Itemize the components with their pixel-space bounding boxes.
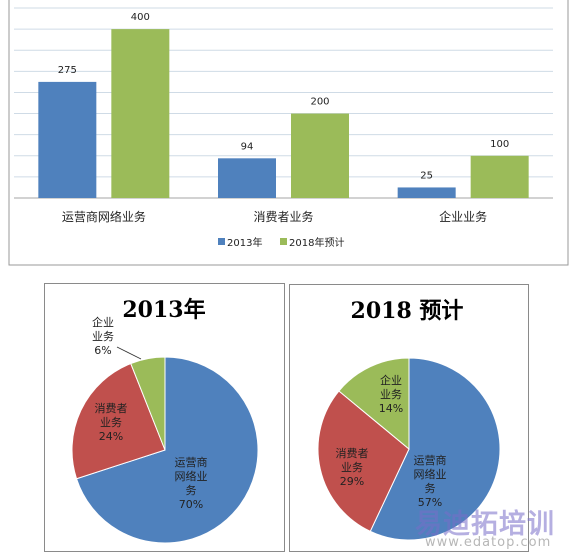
pie-slice-label: 6%	[94, 344, 111, 357]
category-label: 企业业务	[439, 209, 487, 224]
bar-category-labels: 运营商网络业务 消费者业务 企业业务	[62, 209, 487, 224]
bar	[291, 113, 349, 198]
label-leader	[116, 346, 142, 360]
pie-slice-label: 务	[186, 484, 197, 497]
category-label: 消费者业务	[253, 209, 313, 224]
bar-marks	[38, 29, 529, 198]
pie-slice-label: 运营商	[175, 455, 208, 469]
bar-grid	[14, 7, 553, 199]
bar	[218, 158, 276, 198]
bar-data-label: 100	[490, 139, 509, 150]
legend-label: 2018年预计	[289, 236, 344, 249]
pie-slice-label: 业务	[92, 330, 114, 343]
legend-swatch	[280, 238, 287, 245]
pie-2013-title: 2013年	[122, 297, 205, 323]
pie-2013-slices	[71, 356, 259, 544]
watermark: 易迪拓培训 www.edatop.com	[415, 502, 571, 554]
bar	[111, 29, 170, 198]
pie-slice-label: 70%	[179, 498, 203, 511]
pie-slice	[338, 357, 410, 451]
pie-2018-slices	[317, 357, 501, 541]
legend-label: 2013年	[227, 236, 262, 249]
watermark-url: www.edatop.com	[425, 535, 552, 550]
bar-data-label: 94	[241, 141, 254, 152]
pie-slice-label: 57%	[418, 496, 442, 509]
pie-slice-label: 务	[425, 482, 436, 495]
bar-data-label: 25	[420, 170, 433, 181]
bar-data-labels: 275 400 94 200 25 100	[58, 12, 509, 181]
pie-slice-label: 企业	[92, 315, 114, 329]
bar-data-label: 200	[310, 97, 329, 108]
bar-data-label: 400	[131, 12, 150, 23]
pie-slice-label: 业务	[100, 416, 122, 429]
pie-2018-title: 2018 预计	[351, 298, 464, 324]
pie-slice-label: 14%	[379, 402, 403, 415]
pie-slice	[75, 356, 259, 544]
bar-legend: 2013年 2018年预计	[218, 236, 344, 249]
pie-slice-label: 网络业	[414, 467, 447, 481]
pie-slice	[130, 356, 166, 451]
bar-chart-frame	[8, 0, 569, 266]
bar	[470, 155, 529, 198]
pie-slice-label: 29%	[340, 475, 364, 488]
pie-slice-label: 消费者	[95, 401, 128, 415]
pie-slice-label: 24%	[99, 430, 123, 443]
category-label: 运营商网络业务	[62, 209, 146, 224]
pie-slice	[369, 357, 501, 541]
bar	[38, 81, 97, 198]
legend-swatch	[218, 238, 225, 245]
watermark-text: 易迪拓培训	[415, 509, 555, 540]
bar-data-label: 275	[58, 65, 77, 76]
pie-slice-label: 企业	[380, 373, 402, 387]
bar	[397, 187, 456, 198]
pie-slice-label: 业务	[380, 388, 402, 401]
pie-slice-label: 消费者	[336, 446, 369, 460]
pie-slice-label: 运营商	[414, 453, 447, 467]
pie-slice-label: 网络业	[175, 469, 208, 483]
pie-slice-label: 业务	[341, 461, 363, 474]
pie-slice	[317, 390, 410, 533]
